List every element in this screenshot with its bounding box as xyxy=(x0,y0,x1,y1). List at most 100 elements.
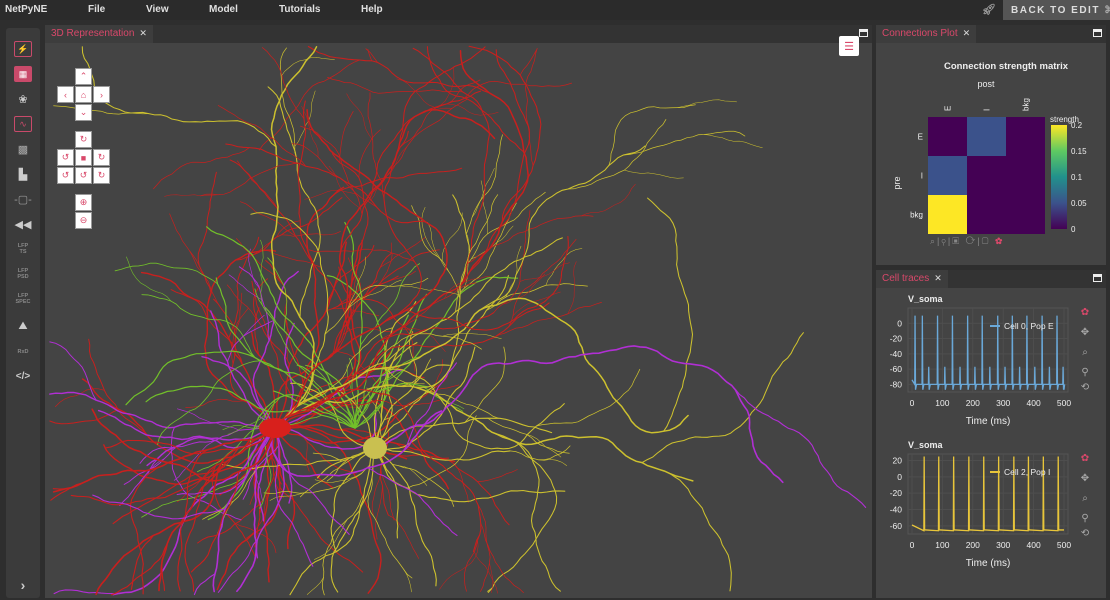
dendrite xyxy=(399,46,486,143)
pan-left-button[interactable]: ‹ xyxy=(57,86,74,103)
pan-right-button[interactable]: › xyxy=(93,86,110,103)
tab-cell-traces[interactable]: Cell traces ✕ xyxy=(876,270,948,288)
rotate-ccw-button[interactable]: ↺ xyxy=(57,167,74,184)
bokeh-logo-icon[interactable]: ✿ xyxy=(994,236,1005,246)
maximize-icon[interactable] xyxy=(1093,29,1102,37)
menu-view[interactable]: View xyxy=(146,4,169,15)
dendrite xyxy=(267,86,321,318)
dendrite xyxy=(374,417,553,449)
pan-down-button[interactable]: ⌄ xyxy=(75,104,92,121)
sidebar-mountain-icon[interactable]: ⛰︎ xyxy=(18,319,28,332)
dendrite xyxy=(92,494,226,520)
sidebar-histogram-icon[interactable]: ▙ xyxy=(18,168,28,181)
dendrite xyxy=(301,105,319,158)
rocket-icon[interactable]: 🚀︎ xyxy=(982,4,996,16)
camera-button[interactable]: ■ xyxy=(75,149,92,166)
dendrite xyxy=(567,119,667,190)
dendrite xyxy=(677,99,737,108)
dendrite xyxy=(246,485,271,539)
heatmap-cell xyxy=(1006,156,1045,195)
dendrite xyxy=(383,387,435,421)
rotate-down-button[interactable]: ↺ xyxy=(75,167,92,184)
dendrite xyxy=(545,248,583,286)
y-tick-label: -80 xyxy=(890,379,903,389)
menu-file[interactable]: File xyxy=(88,4,106,15)
sidebar-lfp-psd[interactable]: LFP PSD xyxy=(14,266,32,282)
maximize-icon[interactable] xyxy=(1093,274,1102,282)
dendrite xyxy=(355,353,427,423)
save-icon[interactable]: ▣ xyxy=(952,236,962,246)
dendrite xyxy=(370,146,408,201)
dendrite xyxy=(248,248,260,289)
zoom-icon[interactable]: ⌕ xyxy=(1082,493,1088,504)
pan-tool-icon[interactable]: ⚲ xyxy=(941,236,948,246)
close-icon[interactable]: ✕ xyxy=(139,28,147,38)
rotate-cw-button[interactable]: ↻ xyxy=(93,167,110,184)
wheel-zoom-icon[interactable]: ⚲ xyxy=(1081,367,1088,378)
tab-connections-plot[interactable]: Connections Plot ✕ xyxy=(876,25,977,43)
zoom-tool-icon[interactable]: ⌕ xyxy=(930,236,938,246)
neuron-canvas[interactable] xyxy=(45,43,872,598)
zoom-out-button[interactable]: ⊖ xyxy=(75,212,92,229)
chevron-right-icon[interactable]: › xyxy=(20,577,26,593)
close-icon[interactable]: ✕ xyxy=(962,28,971,38)
menu-help[interactable]: Help xyxy=(361,4,383,15)
reset-icon[interactable]: ⟲ xyxy=(1081,382,1090,393)
close-icon[interactable]: ✕ xyxy=(934,273,942,283)
pan-icon[interactable]: ✥ xyxy=(1081,327,1089,338)
rotate-up-button[interactable]: ↻ xyxy=(75,131,92,148)
bokeh-logo-icon[interactable]: ✿ xyxy=(1081,307,1089,318)
sidebar-raster-icon[interactable]: ▦ xyxy=(14,66,32,82)
sidebar-lfp-spec[interactable]: LFP SPEC xyxy=(14,291,32,307)
home-button[interactable]: ⌂ xyxy=(75,86,92,103)
sidebar-cells-icon[interactable]: ❀ xyxy=(18,93,28,106)
dendrite xyxy=(367,270,416,296)
back-to-edit-button[interactable]: BACK TO EDIT ⌘ xyxy=(1003,0,1110,20)
sidebar-rxd[interactable]: RxD xyxy=(14,344,32,360)
dendrite xyxy=(493,302,602,338)
dendrite xyxy=(112,447,240,525)
x-tick-label: 200 xyxy=(966,540,980,550)
dendrite xyxy=(81,46,277,148)
sidebar-matrix-icon[interactable]: ▩ xyxy=(17,143,29,156)
sidebar-connection-icon[interactable]: -▢- xyxy=(14,193,32,206)
sidebar-network-icon[interactable]: ⚡ xyxy=(14,41,32,57)
dendrite xyxy=(608,104,696,166)
dendrite xyxy=(327,77,463,94)
reset-icon[interactable]: ⟲ xyxy=(1081,528,1090,539)
list-icon[interactable]: ☰ xyxy=(839,36,859,56)
menu-tutorials[interactable]: Tutorials xyxy=(279,4,321,15)
y-tick-label: -20 xyxy=(890,334,903,344)
dendrite xyxy=(489,562,494,593)
dendrite xyxy=(130,534,155,590)
dendrite xyxy=(251,280,295,406)
x-tick-label: I xyxy=(983,109,992,111)
dendrite xyxy=(508,238,577,328)
maximize-icon[interactable] xyxy=(859,29,868,37)
dendrite xyxy=(110,542,168,596)
bokeh-logo-icon[interactable]: ✿ xyxy=(1081,453,1089,464)
dendrite xyxy=(125,350,356,429)
dendrite xyxy=(279,486,364,573)
sidebar-code-icon[interactable]: </> xyxy=(15,370,31,382)
zoom-in-button[interactable]: ⊕ xyxy=(75,194,92,211)
sidebar-lfp-ts[interactable]: LFP TS xyxy=(14,241,32,257)
tab-3d-representation[interactable]: 3D Representation ✕ xyxy=(45,25,153,43)
zoom-icon[interactable]: ⌕ xyxy=(1082,347,1088,358)
hover-icon[interactable]: ▢ xyxy=(981,236,991,246)
lfp-label: LFP xyxy=(17,243,29,249)
sidebar-rate-icon[interactable]: ◀◀ xyxy=(14,218,32,231)
dendrite xyxy=(185,398,245,408)
wheel-zoom-icon[interactable]: ⚲ xyxy=(1081,513,1088,524)
sidebar-trace-icon[interactable]: ∿ xyxy=(14,116,32,132)
pan-icon[interactable]: ✥ xyxy=(1081,473,1089,484)
dendrite xyxy=(225,143,427,224)
pan-up-button[interactable]: ⌃ xyxy=(75,68,92,85)
reset-icon[interactable]: ⟳ xyxy=(965,236,978,246)
rotate-right-button[interactable]: ↻ xyxy=(93,149,110,166)
rotate-left-button[interactable]: ↺ xyxy=(57,149,74,166)
dendrite xyxy=(153,147,250,190)
dendrite xyxy=(260,239,264,306)
menu-model[interactable]: Model xyxy=(209,4,238,15)
dendrite xyxy=(348,249,440,306)
